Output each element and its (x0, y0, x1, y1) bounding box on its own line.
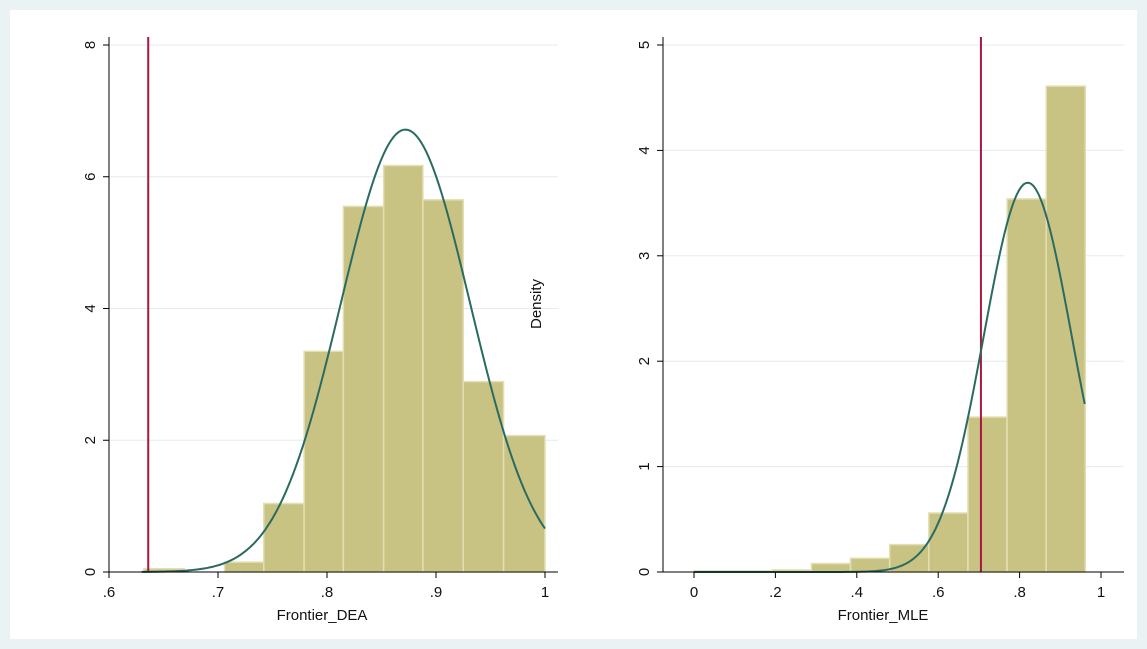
y-axis-ticks: 0 2 4 6 8 (82, 41, 109, 576)
x-tick-label: 1 (1097, 584, 1105, 601)
axes (662, 37, 1124, 573)
y-tick-label: 3 (636, 252, 653, 260)
histogram-bar (263, 502, 305, 573)
histogram-bar (928, 512, 969, 573)
y-tick-label: 2 (636, 357, 653, 365)
x-tick-label: 0 (690, 584, 698, 601)
histogram-bar (1006, 198, 1047, 573)
x-axis-ticks: .6 .7 .8 .9 1 (103, 572, 549, 601)
density-curve-line (141, 128, 546, 573)
x-tick-label: .7 (212, 584, 225, 601)
y-tick-label: 4 (82, 304, 99, 312)
histogram-bar (303, 350, 345, 573)
y-tick-label: 0 (636, 568, 653, 576)
y-tick-label: 1 (636, 462, 653, 470)
histogram-panel-frontier-dea: 0 2 4 6 8 .6 .7 .8 .9 1 Frontier_DEA Density (82, 37, 558, 624)
y-tick-label: 2 (82, 436, 99, 444)
x-tick-label: 1 (541, 584, 549, 601)
y-axis-ticks: 0 1 2 3 4 5 (636, 41, 663, 576)
histogram-bar (422, 199, 465, 573)
x-tick-label: .8 (321, 584, 334, 601)
density-annotation: Density (528, 278, 545, 329)
y-tick-label: 4 (636, 146, 653, 154)
y-tick-label: 0 (82, 568, 99, 576)
y-tick-label: 6 (82, 173, 99, 181)
x-tick-label: .2 (769, 584, 782, 601)
histogram-bar (223, 561, 265, 573)
histogram-bars (693, 85, 1087, 573)
axes (108, 37, 558, 573)
x-tick-label: .6 (932, 584, 945, 601)
histogram-bar (1045, 85, 1087, 573)
x-axis-title: Frontier_DEA (277, 607, 368, 624)
histogram-bar (342, 205, 385, 573)
y-tick-label: 5 (636, 41, 653, 49)
histogram-panel-frontier-mle: 0 1 2 3 4 5 0 .2 .4 .6 .8 1 Frontier_MLE (636, 37, 1124, 624)
histogram-bar (502, 434, 546, 573)
histogram-bar (810, 562, 852, 573)
x-tick-label: .8 (1013, 584, 1026, 601)
x-tick-label: .4 (851, 584, 864, 601)
y-tick-label: 8 (82, 41, 99, 49)
x-tick-label: .6 (103, 584, 116, 601)
x-tick-label: .9 (430, 584, 443, 601)
histogram-bar (462, 380, 505, 573)
histogram-bar (967, 416, 1008, 573)
x-axis-title: Frontier_MLE (838, 607, 929, 624)
x-axis-ticks: 0 .2 .4 .6 .8 1 (690, 572, 1105, 601)
histogram-bar (382, 164, 424, 573)
density-curve (141, 128, 546, 573)
